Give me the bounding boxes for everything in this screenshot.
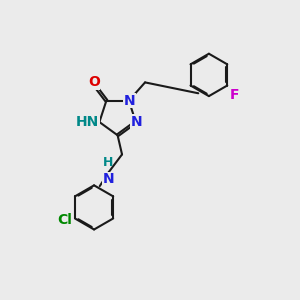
Text: F: F (230, 88, 240, 103)
Text: N: N (123, 94, 135, 108)
Text: H: H (103, 156, 113, 169)
Text: Cl: Cl (57, 213, 72, 227)
Text: N: N (130, 115, 142, 129)
Text: N: N (102, 172, 114, 186)
Text: HN: HN (76, 115, 99, 129)
Text: O: O (88, 75, 100, 89)
